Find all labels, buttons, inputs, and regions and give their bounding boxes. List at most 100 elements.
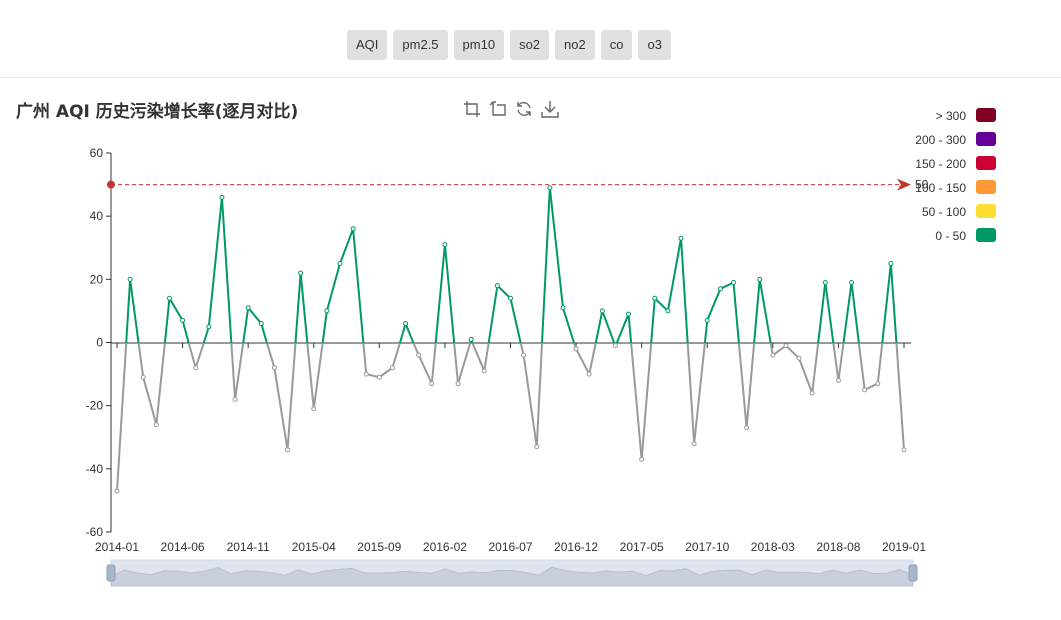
data-point <box>534 444 540 450</box>
data-point <box>652 295 658 301</box>
series-segment <box>876 342 884 384</box>
zoom-reset-icon[interactable] <box>489 100 507 118</box>
x-tick-label: 2016-12 <box>554 540 598 554</box>
series-segment <box>650 298 656 344</box>
legend-item[interactable]: 150 - 200 <box>880 155 1000 179</box>
x-tick-label: 2017-10 <box>685 540 729 554</box>
series-segment <box>242 307 250 344</box>
legend-item[interactable]: 200 - 300 <box>880 131 1000 155</box>
series-segment <box>404 323 415 344</box>
series-segment <box>391 342 401 369</box>
series-segment <box>666 238 683 312</box>
series-segment <box>842 282 853 344</box>
data-point <box>311 406 317 412</box>
series-segment <box>753 279 761 344</box>
series-segment <box>496 284 512 300</box>
series-segment <box>168 297 184 321</box>
series-segment <box>535 342 544 447</box>
series-segment <box>703 320 709 344</box>
data-zoom-handle[interactable] <box>908 564 918 582</box>
tab-so2[interactable]: so2 <box>510 30 550 60</box>
data-point <box>153 422 159 428</box>
legend-item[interactable]: 0 - 50 <box>880 227 1000 251</box>
data-point <box>717 286 723 292</box>
legend-swatch <box>976 108 996 122</box>
data-point <box>363 371 369 377</box>
legend-item[interactable]: 100 - 150 <box>880 179 1000 203</box>
series-segment <box>378 366 394 379</box>
tab-co[interactable]: co <box>600 30 633 60</box>
mark-line-start <box>107 180 115 189</box>
series-segment <box>125 279 132 344</box>
data-point <box>140 374 146 380</box>
series-segment <box>230 342 237 400</box>
x-tick-label: 2018-08 <box>816 540 860 554</box>
data-point <box>599 308 605 314</box>
series-segment <box>706 288 722 321</box>
tab-pm25[interactable]: pm2.5 <box>393 30 448 60</box>
data-point <box>612 343 618 349</box>
legend-item[interactable]: 50 - 100 <box>880 203 1000 227</box>
series-segment <box>142 376 158 425</box>
download-icon[interactable] <box>541 100 559 118</box>
data-point <box>888 261 894 267</box>
data-point <box>271 365 277 371</box>
series-segment <box>588 342 597 375</box>
series-segment <box>457 342 472 384</box>
data-point <box>744 425 750 431</box>
series-segment <box>817 282 827 344</box>
series-segment <box>194 342 205 369</box>
data-point <box>639 456 645 462</box>
series-segment <box>181 320 190 344</box>
y-tick-label: 60 <box>90 146 104 160</box>
zoom-icon[interactable] <box>463 100 481 118</box>
series-segment <box>889 263 898 344</box>
data-point <box>455 381 461 387</box>
x-tick-label: 2019-01 <box>882 540 926 554</box>
series-segment <box>548 187 564 308</box>
data-point <box>901 447 907 453</box>
series-segment <box>430 342 437 384</box>
data-zoom-handle[interactable] <box>106 564 116 582</box>
data-point <box>875 381 881 387</box>
legend-label: > 300 <box>935 109 966 123</box>
tab-pm10[interactable]: pm10 <box>453 30 505 60</box>
data-point <box>626 311 632 317</box>
series-segment <box>686 342 696 444</box>
series-segment <box>509 298 522 344</box>
data-point <box>822 279 828 285</box>
data-point <box>127 276 133 282</box>
data-point <box>783 343 789 349</box>
x-tick-label: 2015-09 <box>357 540 401 554</box>
tab-o3[interactable]: o3 <box>638 30 671 60</box>
series-segment <box>273 367 289 451</box>
series-segment <box>453 342 460 384</box>
legend-item[interactable]: > 300 <box>880 107 1000 131</box>
restore-icon[interactable] <box>515 100 533 118</box>
series-segment <box>895 342 905 450</box>
data-point <box>757 276 763 282</box>
data-point <box>796 355 802 361</box>
legend-swatch <box>976 228 996 242</box>
legend-label: 150 - 200 <box>915 157 966 171</box>
tab-aqi[interactable]: AQI <box>347 30 388 60</box>
tab-no2[interactable]: no2 <box>555 30 595 60</box>
x-tick-label: 2016-07 <box>488 540 532 554</box>
series-segment <box>680 238 689 344</box>
data-point <box>481 368 487 374</box>
series-segment <box>187 342 197 369</box>
series-segment <box>627 313 633 344</box>
data-point <box>730 279 736 285</box>
series-segment <box>325 263 341 312</box>
data-point <box>586 371 592 377</box>
series-segment <box>654 297 669 312</box>
series-segment <box>265 342 276 369</box>
series-segment <box>562 307 576 344</box>
data-point <box>678 235 684 241</box>
data-point <box>442 242 448 248</box>
y-tick-label: 0 <box>96 336 103 350</box>
data-point <box>416 352 422 358</box>
series-segment <box>312 342 324 409</box>
series-segment <box>601 310 616 344</box>
